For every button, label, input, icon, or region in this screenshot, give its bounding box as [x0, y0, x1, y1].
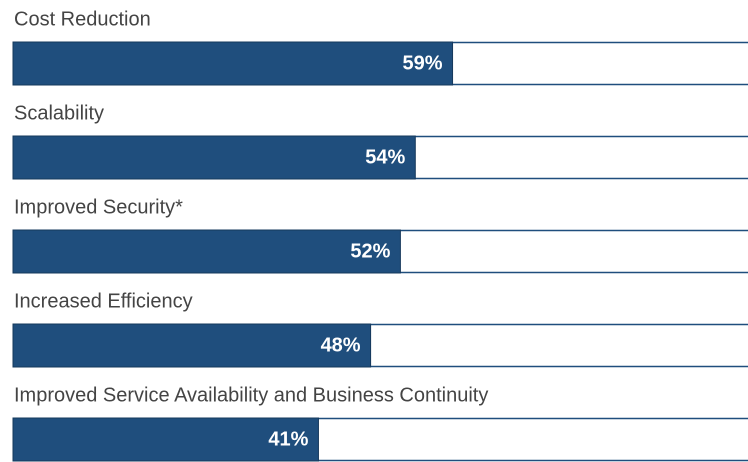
value-label: 52% — [350, 240, 390, 262]
category-label: Increased Efficiency — [14, 290, 193, 312]
value-label: 54% — [365, 146, 405, 168]
bar — [12, 417, 319, 462]
bar — [12, 135, 416, 180]
bar — [12, 229, 401, 274]
category-label: Cost Reduction — [14, 8, 151, 30]
value-label: 48% — [321, 334, 361, 356]
value-label: 41% — [268, 428, 308, 450]
category-label: Improved Security* — [14, 196, 183, 218]
bar — [12, 323, 372, 368]
category-label: Improved Service Availability and Busine… — [14, 384, 488, 406]
category-label: Scalability — [14, 102, 104, 124]
value-label: 59% — [403, 52, 443, 74]
bar — [12, 41, 454, 86]
